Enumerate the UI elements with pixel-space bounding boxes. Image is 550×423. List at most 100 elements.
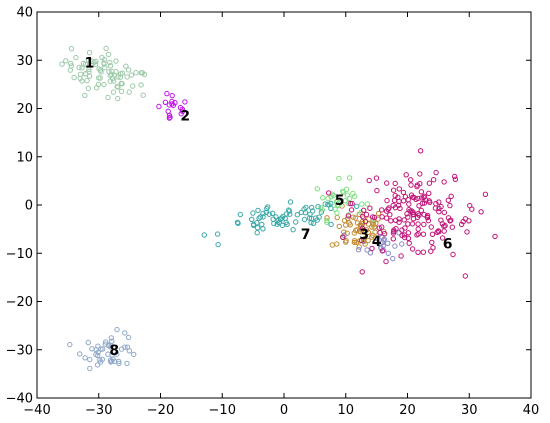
data-point [449,224,455,230]
data-point [260,210,266,217]
data-point [421,221,427,228]
data-point [426,180,433,186]
data-point [429,239,435,246]
cluster-label-7: 7 [301,227,311,243]
data-point [406,240,412,246]
data-point [344,186,350,193]
data-point [420,231,427,237]
data-point [86,50,93,56]
x-tick-label: 40 [523,403,540,418]
data-point [392,243,398,249]
data-point [436,229,442,235]
data-point [215,241,221,248]
data-point [79,65,85,71]
data-point [367,205,373,211]
data-point [270,216,276,222]
data-point [370,232,376,239]
data-point [77,351,83,357]
data-point [433,201,439,207]
data-point [110,89,117,95]
data-point [322,201,328,207]
data-point [348,207,355,213]
data-point [250,221,257,228]
data-point [447,202,453,209]
data-point [324,219,330,226]
data-point [358,237,365,244]
data-point [344,192,351,198]
y-tick-label: 0 [25,199,33,214]
data-point [111,78,117,84]
data-point [256,215,262,221]
data-point [414,183,420,190]
data-point [254,230,260,236]
data-point [396,216,402,222]
data-point [341,229,347,235]
data-point [59,61,65,67]
data-point [354,203,360,210]
data-point [165,108,171,115]
data-point [318,209,325,215]
data-point [445,197,451,204]
data-point [122,330,128,336]
data-point [259,221,265,228]
data-point [347,200,353,207]
data-point [169,92,175,99]
data-point [425,217,432,224]
data-point [445,215,452,221]
data-point [450,251,456,258]
data-point [130,83,136,89]
data-point [384,180,390,186]
data-point [101,60,107,66]
data-point [421,193,428,200]
data-point [428,248,434,254]
data-point [373,239,380,245]
cluster-label-4: 4 [372,234,382,250]
data-point [408,177,414,183]
x-tick-label: −30 [85,403,112,418]
data-point [338,199,344,205]
data-point [201,232,208,238]
data-point [101,81,107,88]
cluster-label-6: 6 [443,237,453,253]
data-point [395,194,401,201]
data-point [86,73,93,79]
data-point [316,214,322,220]
x-tick-label: 20 [399,403,416,418]
x-tick-label: −20 [147,403,174,418]
data-point [359,219,366,225]
cluster-2-points [156,90,188,121]
data-point [433,169,439,176]
data-point [115,95,121,102]
y-tick-label: 40 [16,6,33,21]
data-point [421,200,428,206]
data-point [140,92,146,98]
data-point [379,248,386,254]
data-point [71,74,77,81]
data-point [417,181,423,187]
data-point [398,253,404,259]
data-point [328,221,334,228]
data-point [336,223,342,230]
data-point [97,75,103,81]
data-point [325,195,331,202]
data-point [343,239,349,245]
data-point [85,57,92,63]
data-point [308,204,315,211]
data-point [77,75,83,82]
data-point [139,70,146,76]
data-point [254,225,261,231]
data-point [492,233,498,240]
data-point [409,246,416,252]
data-point [93,85,100,91]
data-point [87,356,93,363]
data-point [482,191,489,198]
data-point [415,226,421,232]
data-point [385,250,391,257]
data-point [417,171,423,177]
ticks-layer: −40 −30 −20 −10 0 10 20 30 40 −40 −30 −20 −10 0 10 20 30… [6,6,540,419]
data-point [118,88,125,95]
data-point [320,195,326,201]
data-point [396,186,402,192]
y-tick-label: 20 [16,102,33,117]
